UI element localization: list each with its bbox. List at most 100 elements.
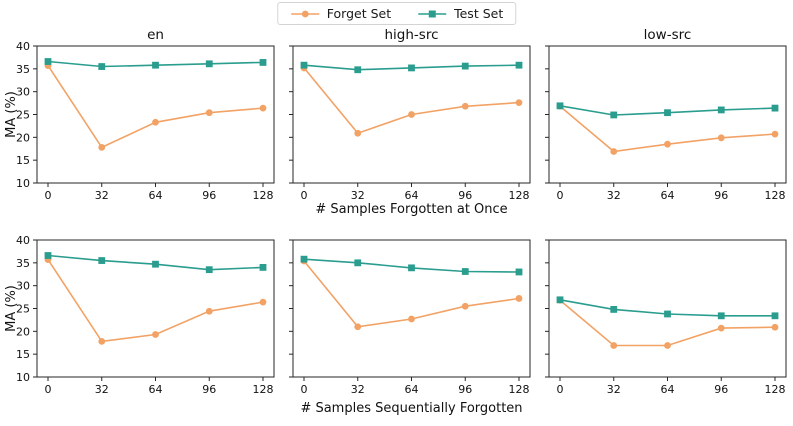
y-tick-label: 10 [16,371,30,384]
data-point-marker [44,58,52,65]
subplot-title: high-src [384,27,438,43]
data-point-marker [205,266,213,274]
data-point-marker [664,310,671,318]
test-set-line-marker-icon [418,10,447,17]
data-point-marker [354,66,362,74]
data-point-marker [408,111,415,118]
y-tick-label: 10 [16,177,30,190]
x-tick-label: 0 [45,383,52,396]
data-point-marker [461,268,469,275]
series-line-forget-set [559,299,776,347]
legend-item-test-set: Test Set [417,6,503,21]
x-tick-label: 32 [607,383,621,396]
x-axis-label-row1: # Samples Forgotten at Once [315,202,507,217]
data-point-marker [408,315,415,323]
x-tick-label: 64 [149,189,163,202]
x-tick-label: 32 [351,383,365,396]
data-point-marker [98,63,106,70]
legend-label-test-set: Test Set [454,6,504,21]
subplot-row1-high-src: 0 32 64 96 128 high-src [289,27,531,202]
x-tick-label: 96 [202,383,216,396]
data-point-marker [717,134,725,142]
subplot-title: low-src [644,27,692,43]
y-tick-label: 25 [16,303,30,316]
data-point-marker [259,264,267,271]
data-point-marker [98,337,106,345]
y-tick-label: 35 [16,257,30,270]
data-point-marker [664,342,671,349]
x-tick-label: 64 [405,383,419,396]
data-point-marker [152,331,159,338]
data-point-marker [44,252,52,259]
legend-item-forget-set: Forget Set [290,6,391,21]
data-point-marker [610,148,618,155]
data-point-marker [408,64,415,72]
data-point-marker [515,99,523,107]
data-point-marker [259,59,267,66]
data-point-marker [300,255,308,263]
data-point-marker [152,118,159,126]
y-tick-label: 40 [16,40,30,53]
x-tick-label: 96 [202,189,216,202]
x-tick-label: 32 [351,189,365,202]
y-axis-label-row1: MA (%) [4,91,19,138]
subplot-row2-low-src: 0 32 64 96 128 [545,239,787,396]
data-point-marker [259,104,267,112]
data-point-marker [771,130,779,138]
data-point-marker [205,307,213,315]
x-tick-label: 64 [661,189,675,202]
plot-frame [548,239,787,378]
data-point-marker [717,106,725,114]
data-point-marker [556,102,564,110]
x-tick-label: 96 [458,189,472,202]
data-point-marker [408,264,415,272]
data-point-marker [771,323,779,331]
plot-frame [36,239,275,378]
data-point-marker [461,102,469,110]
data-point-marker [664,109,671,117]
data-point-marker [152,260,159,268]
data-point-marker [717,324,725,332]
legend-label-forget-set: Forget Set [326,6,392,21]
data-point-marker [515,295,523,302]
x-tick-label: 0 [45,189,52,202]
x-tick-label: 0 [301,383,308,396]
x-tick-label: 0 [301,189,308,202]
subplot-row1-low-src: 0 32 64 96 128 low-src [545,27,787,202]
data-point-marker [515,61,523,69]
data-point-marker [771,312,779,320]
data-point-marker [205,60,213,68]
data-point-marker [610,306,618,313]
series-line-forget-set [47,65,264,149]
y-tick-label: 30 [16,86,30,99]
legend: Forget Set Test Set [276,2,517,25]
data-point-marker [556,296,564,304]
data-point-marker [205,109,213,117]
data-point-marker [152,61,159,69]
subplot-row1-en: 10 15 20 25 30 35 40 0 32 64 96 128 en [16,27,275,202]
x-tick-label: 0 [557,189,564,202]
data-point-marker [610,111,618,119]
y-tick-label: 40 [16,234,30,247]
x-tick-label: 128 [765,383,786,396]
data-point-marker [664,140,671,148]
x-tick-label: 0 [557,383,564,396]
data-point-marker [771,104,779,112]
data-point-marker [98,257,106,264]
data-point-marker [461,62,469,70]
data-point-marker [300,61,308,69]
x-tick-label: 128 [765,189,786,202]
x-tick-label: 32 [607,189,621,202]
data-point-marker [717,312,725,320]
x-tick-label: 128 [509,189,530,202]
data-point-marker [98,143,106,151]
series-line-forget-set [303,67,520,135]
x-tick-label: 64 [405,189,419,202]
data-point-marker [354,323,362,331]
y-tick-label: 30 [16,280,30,293]
data-point-marker [354,259,362,267]
x-tick-label: 96 [714,383,728,396]
x-tick-label: 32 [95,383,109,396]
